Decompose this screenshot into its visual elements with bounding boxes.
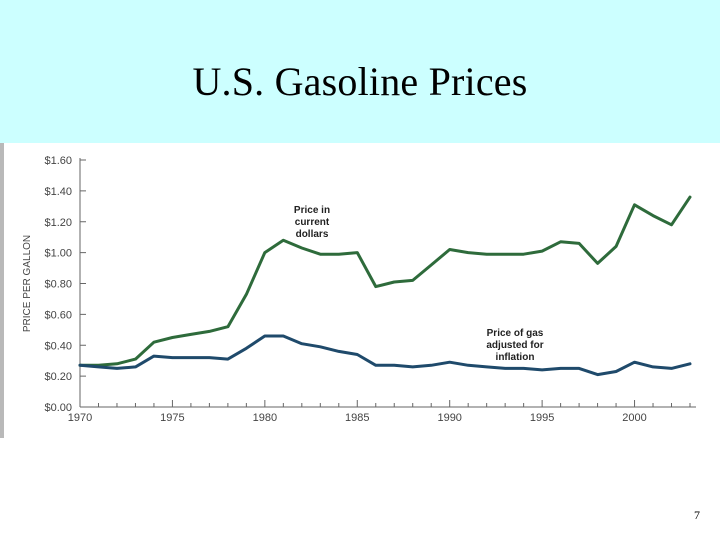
y-tick-label: $0.40 [44,340,72,352]
x-tick-label: 1985 [345,412,369,424]
x-tick-label: 1980 [253,412,277,424]
y-tick-label: $1.60 [44,155,72,167]
title-band [0,0,720,143]
x-tick-label: 1995 [530,412,554,424]
x-tick-label: 2000 [622,412,646,424]
y-tick-label: $0.00 [44,402,72,414]
y-tick-label: $1.40 [44,186,72,198]
series-line-current [78,195,692,367]
annotation-current: dollars [296,229,329,240]
y-tick-label: $1.00 [44,248,72,260]
chart-left-shade [0,143,4,438]
x-tick-label: 1975 [160,412,184,424]
y-tick-label: $0.80 [44,279,72,291]
x-tick-label: 1970 [68,412,92,424]
slide-title: U.S. Gasoline Prices [192,59,528,104]
annotation-inflation: inflation [496,352,535,363]
page-number: 7 [694,508,700,522]
y-tick-label: $0.20 [44,371,72,383]
series-line-inflation [78,334,692,377]
annotation-current: Price in [294,205,330,216]
y-tick-label: $1.20 [44,217,72,229]
y-axis-label: PRICE PER GALLON [22,235,33,332]
annotation-current: current [295,217,330,228]
price-chart: $0.00 $0.20 $0.40 $0.60 $0.80 $1.00 $1.20 $1.40… [22,155,696,424]
chart-panel: $0.00 $0.20 $0.40 $0.60 $0.80 $1.00 $1.20 $1.40… [0,143,720,438]
y-tick-label: $0.60 [44,309,72,321]
annotation-inflation: adjusted for [486,340,543,351]
annotation-inflation: Price of gas [487,328,544,339]
x-tick-label: 1990 [437,412,461,424]
